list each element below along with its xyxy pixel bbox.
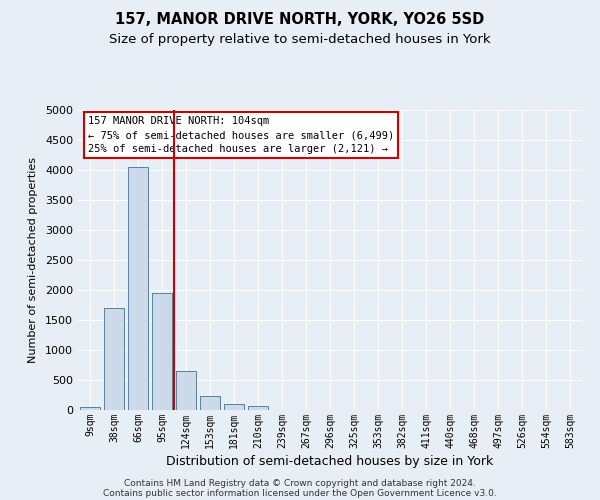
Bar	[176, 371, 196, 410]
Bar	[80, 407, 100, 410]
Bar	[224, 404, 244, 410]
Text: 157, MANOR DRIVE NORTH, YORK, YO26 5SD: 157, MANOR DRIVE NORTH, YORK, YO26 5SD	[115, 12, 485, 28]
Bar	[104, 308, 124, 410]
Bar	[128, 167, 148, 410]
Y-axis label: Number of semi-detached properties: Number of semi-detached properties	[28, 157, 38, 363]
Text: Contains HM Land Registry data © Crown copyright and database right 2024.: Contains HM Land Registry data © Crown c…	[124, 478, 476, 488]
Text: Size of property relative to semi-detached houses in York: Size of property relative to semi-detach…	[109, 32, 491, 46]
Bar	[152, 293, 172, 410]
X-axis label: Distribution of semi-detached houses by size in York: Distribution of semi-detached houses by …	[166, 455, 494, 468]
Text: Contains public sector information licensed under the Open Government Licence v3: Contains public sector information licen…	[103, 488, 497, 498]
Bar	[248, 406, 268, 410]
Text: 157 MANOR DRIVE NORTH: 104sqm
← 75% of semi-detached houses are smaller (6,499)
: 157 MANOR DRIVE NORTH: 104sqm ← 75% of s…	[88, 116, 394, 154]
Bar	[200, 396, 220, 410]
